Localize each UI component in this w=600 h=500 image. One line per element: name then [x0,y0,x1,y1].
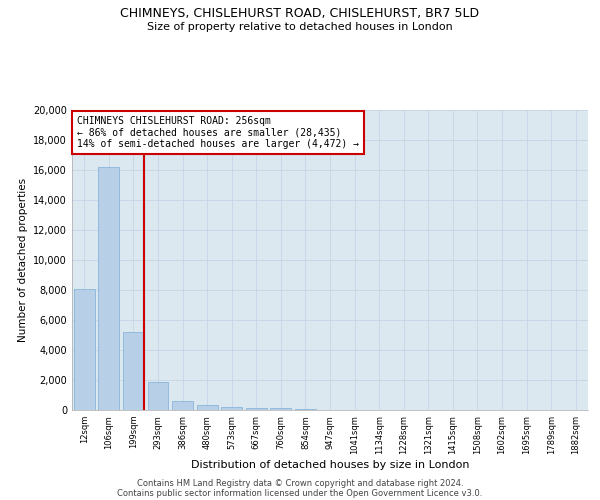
X-axis label: Distribution of detached houses by size in London: Distribution of detached houses by size … [191,460,469,469]
Bar [148,382,169,410]
Bar [246,408,267,410]
Bar [172,401,193,410]
Text: Contains HM Land Registry data © Crown copyright and database right 2024.: Contains HM Land Registry data © Crown c… [137,478,463,488]
Text: Contains public sector information licensed under the Open Government Licence v3: Contains public sector information licen… [118,488,482,498]
Bar [271,408,292,410]
Bar [74,289,95,410]
Bar [123,332,144,410]
Bar [295,409,316,410]
Text: Size of property relative to detached houses in London: Size of property relative to detached ho… [147,22,453,32]
Text: CHIMNEYS CHISLEHURST ROAD: 256sqm
← 86% of detached houses are smaller (28,435)
: CHIMNEYS CHISLEHURST ROAD: 256sqm ← 86% … [77,116,359,149]
Y-axis label: Number of detached properties: Number of detached properties [18,178,28,342]
Bar [197,405,218,410]
Text: CHIMNEYS, CHISLEHURST ROAD, CHISLEHURST, BR7 5LD: CHIMNEYS, CHISLEHURST ROAD, CHISLEHURST,… [121,8,479,20]
Bar [221,407,242,410]
Bar [98,167,119,410]
